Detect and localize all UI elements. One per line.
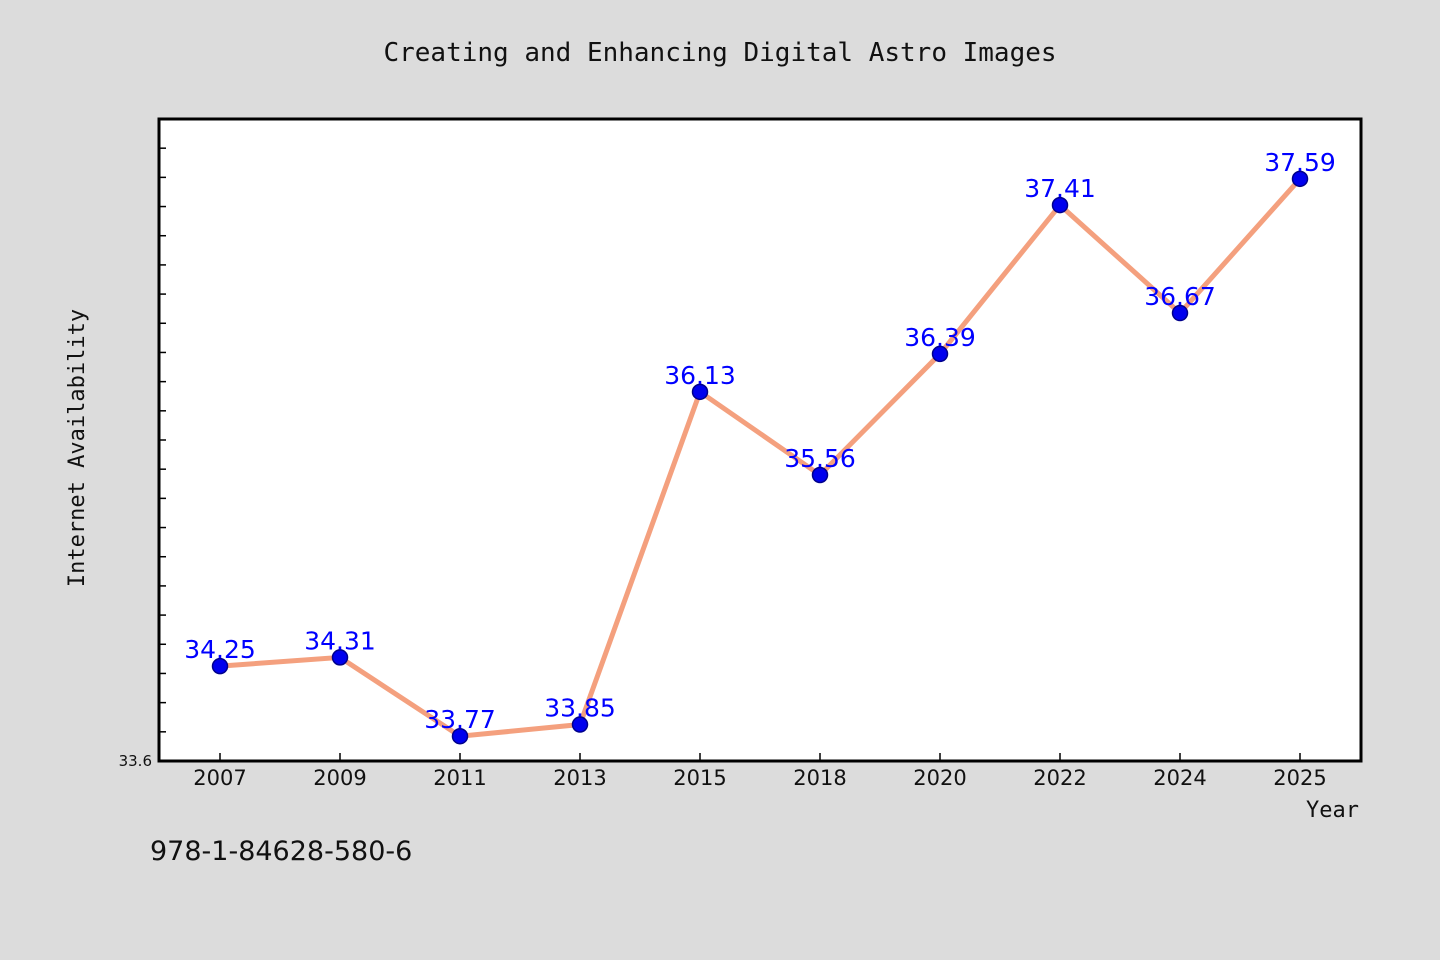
- data-point: [811, 466, 829, 484]
- data-point: [1291, 170, 1309, 188]
- data-point: [211, 657, 229, 675]
- x-tick-label: 2013: [553, 766, 606, 790]
- x-tick-label: 2022: [1033, 766, 1086, 790]
- x-axis-label: Year: [1306, 798, 1359, 823]
- data-label: 37.59: [1264, 148, 1336, 177]
- x-axis-ticks: 2007 2009 2011 2013 2015 2018 2020 2022 2024 2025: [193, 753, 1327, 790]
- data-point: [1171, 304, 1189, 322]
- data-point: [331, 649, 349, 666]
- data-point: [1051, 196, 1069, 214]
- x-tick-label: 2011: [433, 766, 486, 790]
- data-label: 36.13: [664, 361, 736, 390]
- data-point: [931, 345, 949, 363]
- data-label: 35.56: [784, 444, 856, 473]
- data-labels-group: 34.25 34.31 33.77 33.85 36.13 35.56 36.39 37.41…: [184, 148, 1336, 734]
- data-label: 36.67: [1144, 282, 1216, 311]
- x-tick-label: 2015: [673, 766, 726, 790]
- data-point: [691, 383, 709, 401]
- data-label: 33.85: [544, 694, 616, 723]
- data-label: 36.39: [904, 323, 976, 352]
- data-point: [451, 727, 469, 745]
- x-tick-label: 2007: [193, 766, 246, 790]
- y-axis-label: Internet Availability: [65, 309, 90, 587]
- x-tick-label: 2009: [313, 766, 366, 790]
- x-tick-label: 2020: [913, 766, 966, 790]
- data-label: 37.41: [1024, 174, 1096, 203]
- chart-title: Creating and Enhancing Digital Astro Ima…: [383, 38, 1056, 68]
- markers-group: [211, 170, 1309, 745]
- isbn-text: 978-1-84628-580-6: [150, 836, 413, 867]
- data-point: [571, 716, 589, 733]
- x-tick-label: 2025: [1273, 766, 1326, 790]
- series-line: [217, 176, 1303, 739]
- series-line-group: [217, 176, 1303, 739]
- data-label: 33.77: [424, 705, 496, 734]
- data-label: 34.25: [184, 635, 256, 664]
- y-tick-label-min: 33.6: [119, 752, 152, 770]
- y-axis-ticks: [159, 118, 166, 762]
- plot-area: [157, 117, 1363, 763]
- x-tick-label: 2018: [793, 766, 846, 790]
- data-label: 34.31: [304, 626, 376, 655]
- x-tick-label: 2024: [1153, 766, 1206, 790]
